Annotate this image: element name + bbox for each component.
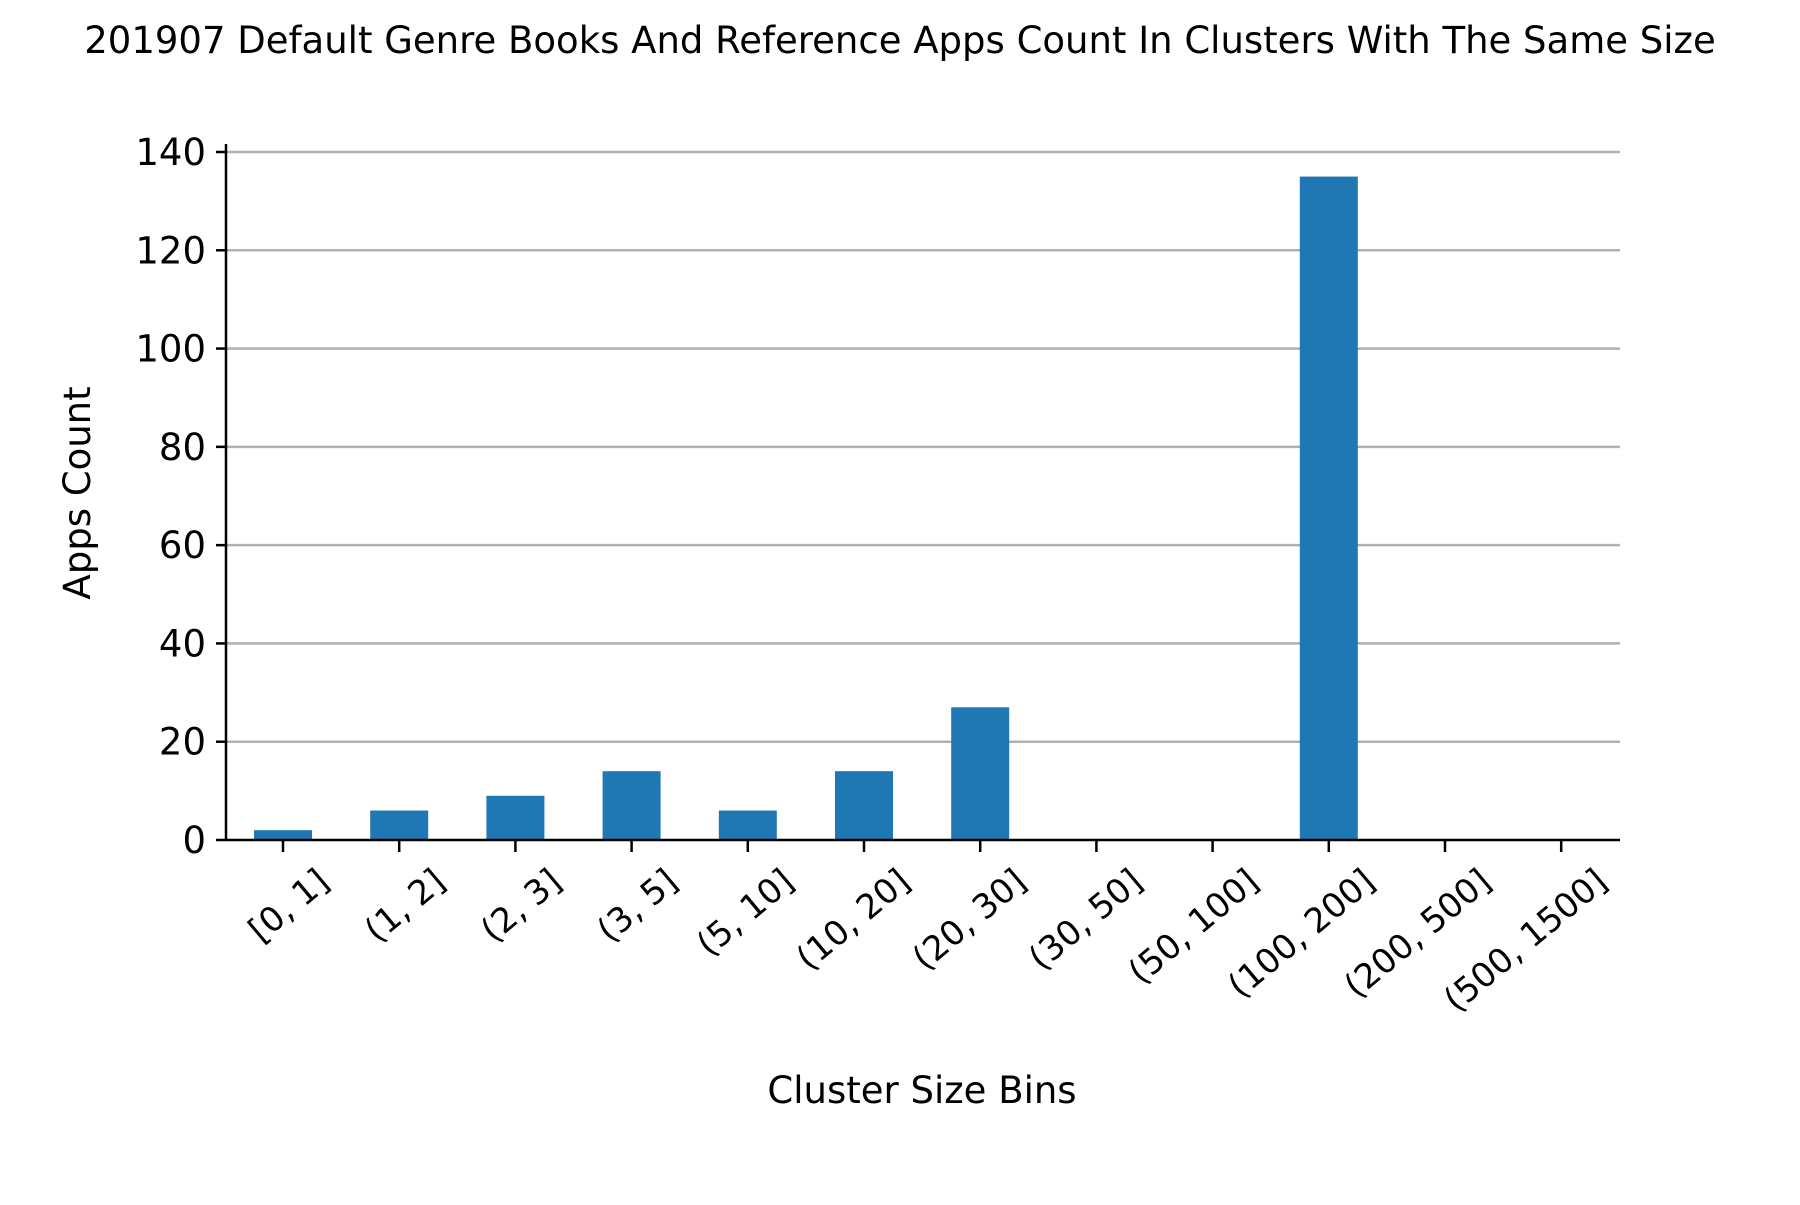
x-tick-label: (1, 2] [357,861,453,950]
y-tick-label: 40 [159,622,206,665]
y-ticks: 0 20 40 60 80 100 120 140 [135,131,226,862]
y-tick-label: 100 [135,328,206,371]
y-tick-label: 60 [159,524,206,567]
y-tick-label: 120 [135,229,206,272]
bar [951,707,1010,840]
x-tick-label: (5, 10] [689,861,801,964]
x-ticks: [0, 1] (1, 2] (2, 3] (3, 5] (5, 10](10, 20](… [241,840,1615,1020]
bar [835,771,893,840]
bar [370,810,429,840]
x-tick-label: (3, 5] [590,861,686,950]
bar [718,810,777,840]
bar [1299,176,1358,841]
x-axis-label: Cluster Size Bins [767,1069,1076,1112]
bar [254,830,312,840]
y-tick-label: 80 [159,426,206,469]
x-tick-label: (10, 20] [789,861,918,978]
axes [224,144,1620,842]
y-tick-label: 0 [182,819,206,862]
chart-title: 201907 Default Genre Books And Reference… [84,19,1715,62]
y-axis-label: Apps Count [56,386,99,599]
x-tick-label: (2, 3] [473,861,569,950]
bars [254,176,1358,841]
x-tick-label: (20, 30] [905,861,1034,978]
bar [486,795,545,840]
y-tick-label: 140 [135,131,206,174]
y-tick-label: 20 [159,721,206,764]
gridlines [226,150,1620,743]
x-tick-label: [0, 1] [241,861,337,950]
bar [602,771,661,840]
